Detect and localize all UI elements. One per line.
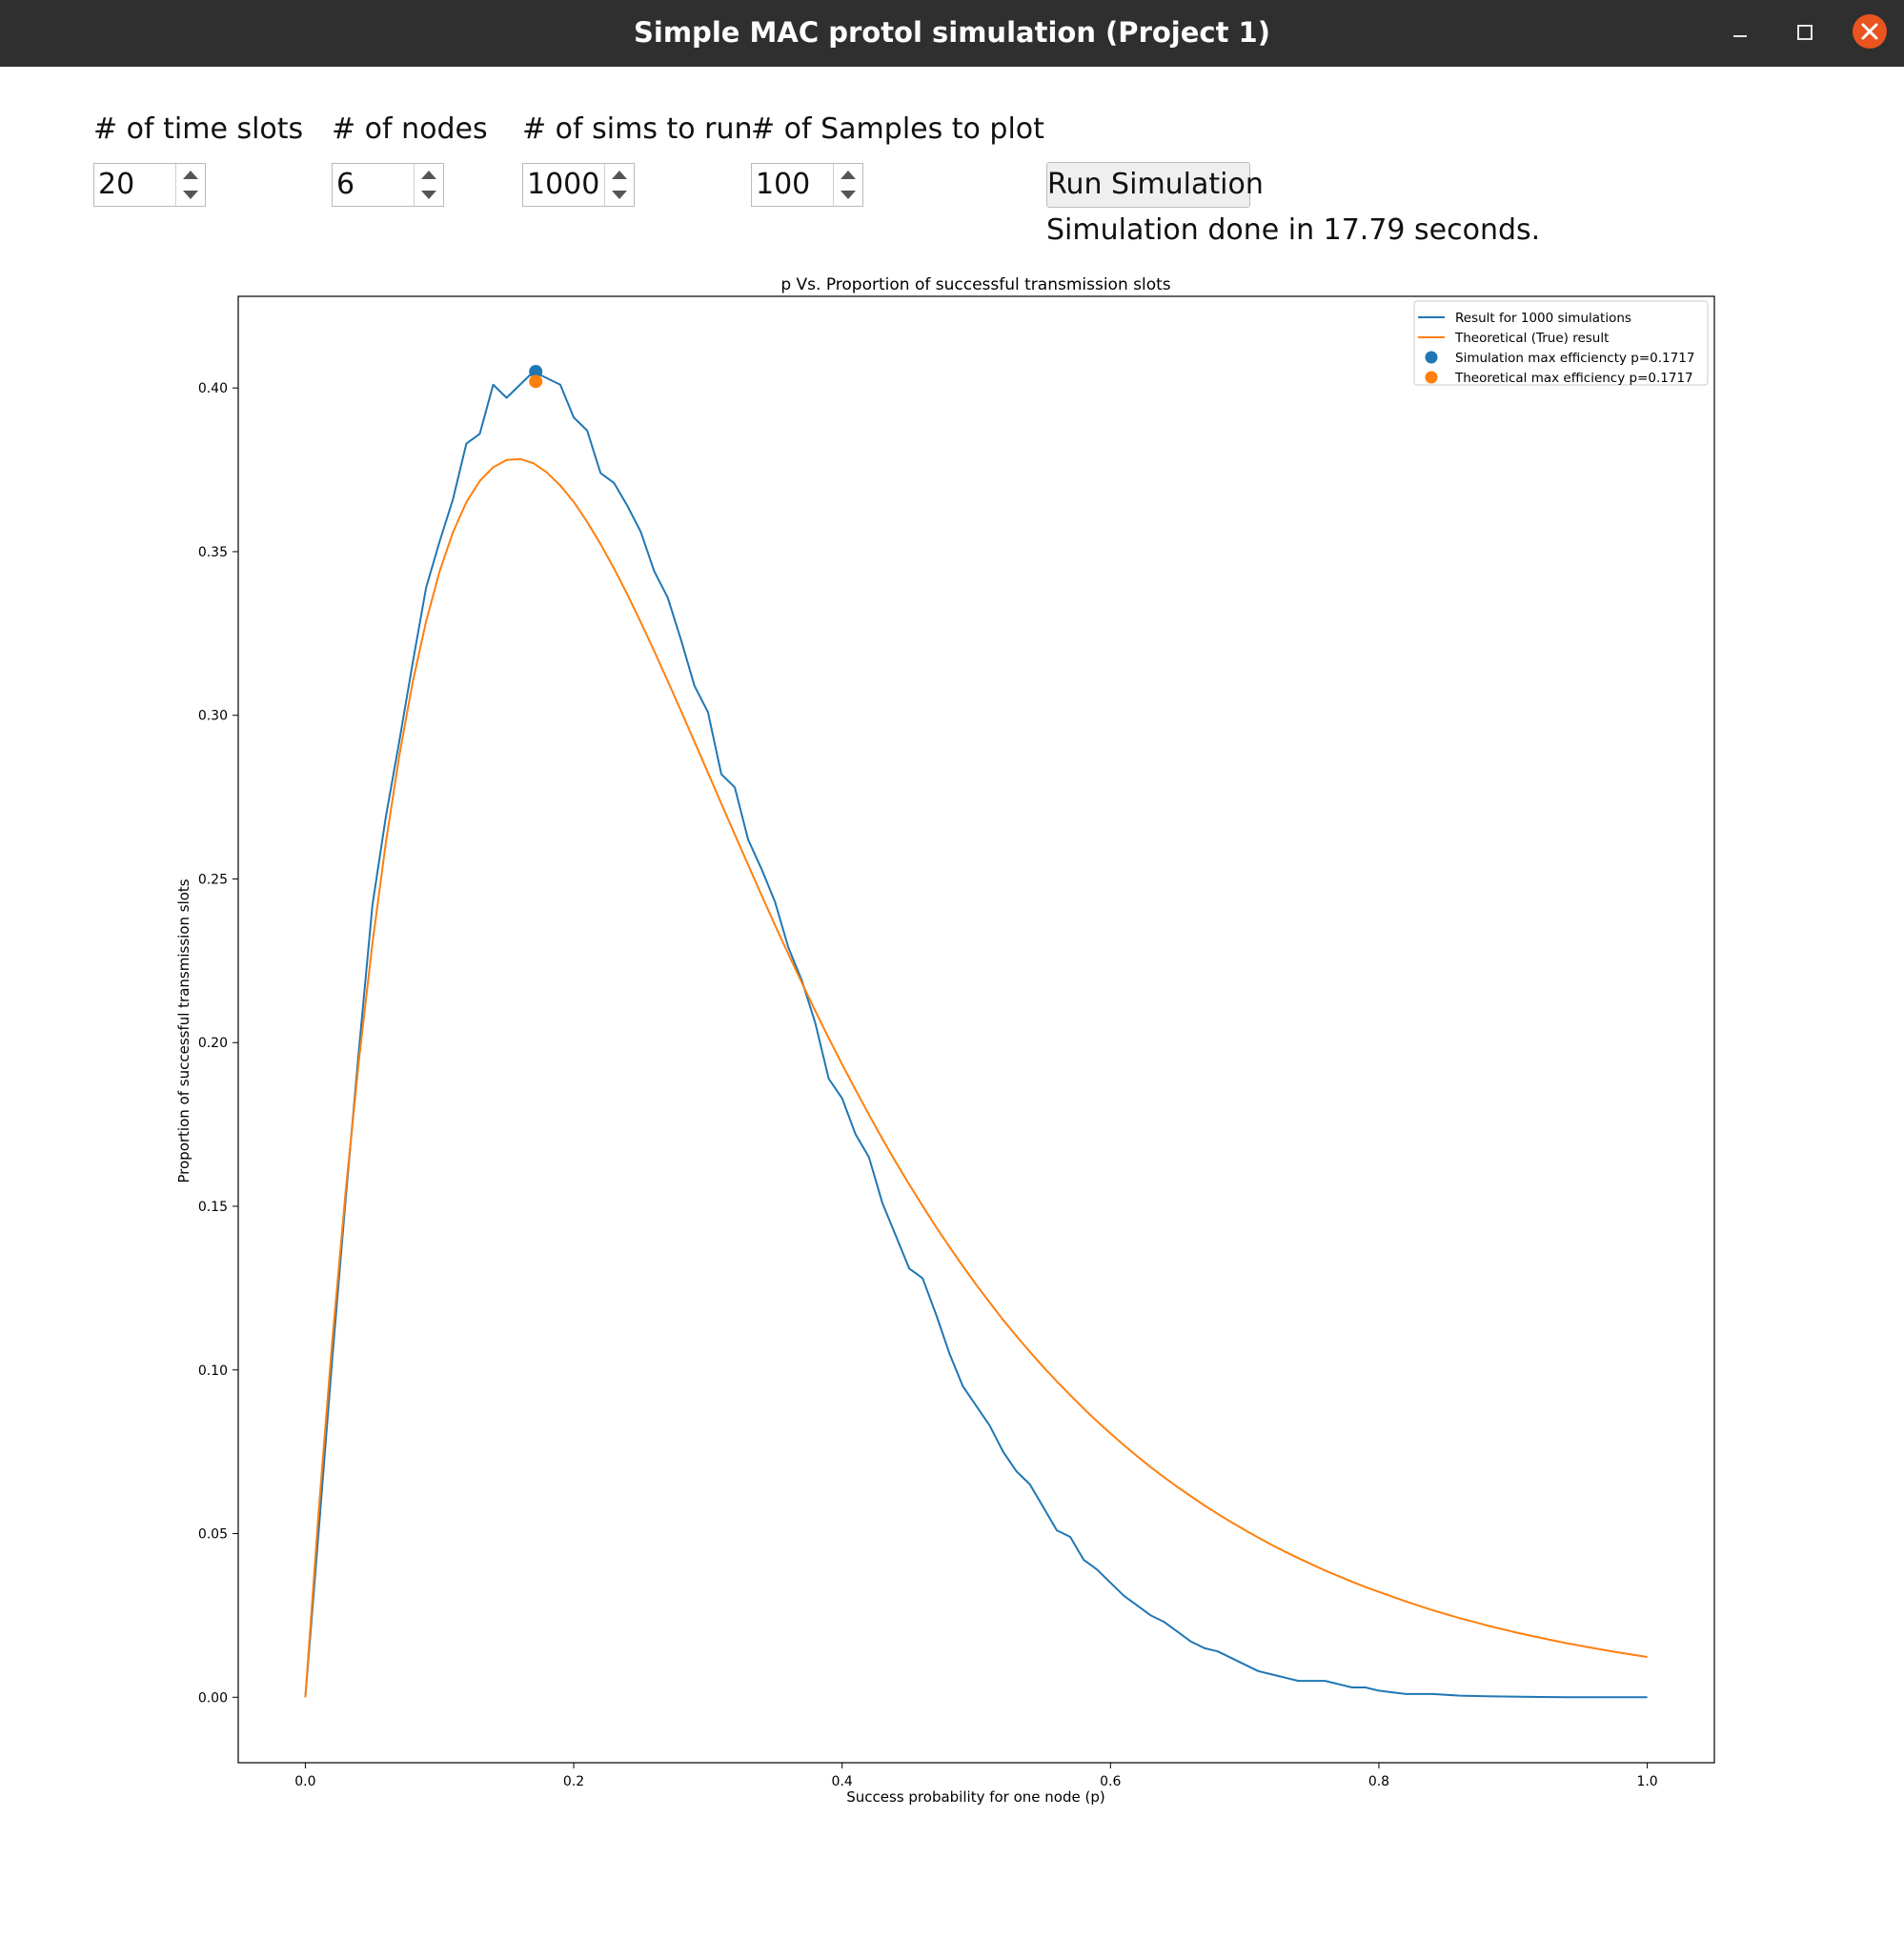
y-tick-label: 0.20 — [198, 1036, 228, 1051]
simulation-series-line — [304, 371, 1648, 1699]
samples-label: # of Samples to plot — [751, 112, 1044, 146]
y-axis-label: Proportion of successful transmission sl… — [175, 879, 192, 1182]
nodes-spinbox[interactable]: 6 — [332, 163, 444, 207]
x-tick-label: 0.8 — [1368, 1774, 1389, 1789]
time-slots-label: # of time slots — [93, 112, 304, 146]
sims-value[interactable]: 1000 — [527, 168, 600, 201]
minimize-icon[interactable] — [1723, 16, 1757, 50]
axis-ticks: 0.0 0.2 0.4 0.6 0.8 1.0 0.00 0.05 0.10 0.15 0.20 0.… — [198, 381, 1658, 1789]
plot-lines — [304, 371, 1648, 1699]
y-tick-label: 0.30 — [198, 709, 228, 724]
time-slots-down-arrow-icon[interactable] — [176, 185, 205, 206]
legend-dot-swatch — [1425, 371, 1438, 384]
legend-box — [1413, 300, 1709, 386]
x-tick-label: 1.0 — [1636, 1774, 1657, 1789]
maximize-icon[interactable] — [1788, 16, 1822, 50]
samples-down-arrow-icon[interactable] — [834, 185, 862, 206]
nodes-down-arrow-icon[interactable] — [415, 185, 443, 206]
sims-arrows — [604, 164, 634, 206]
legend: Result for 1000 simulations Theoretical (… — [1413, 300, 1709, 386]
nodes-up-arrow-icon[interactable] — [415, 164, 443, 185]
time-slots-spinbox[interactable]: 20 — [93, 163, 206, 207]
chart: p Vs. Proportion of successful transmiss… — [175, 275, 1715, 1806]
x-axis-label: Success probability for one node (p) — [846, 1788, 1104, 1806]
time-slots-arrows — [175, 164, 205, 206]
y-tick-label: 0.25 — [198, 872, 228, 887]
samples-value[interactable]: 100 — [756, 168, 811, 201]
time-slots-value[interactable]: 20 — [98, 168, 135, 201]
legend-label: Result for 1000 simulations — [1455, 311, 1631, 326]
legend-label: Simulation max efficiencty p=0.1717 — [1455, 351, 1694, 366]
theoretical-series-line — [304, 457, 1648, 1698]
nodes-arrows — [414, 164, 443, 206]
y-tick-label: 0.05 — [198, 1527, 228, 1543]
legend-label: Theoretical max efficiency p=0.1717 — [1454, 371, 1693, 386]
sims-up-arrow-icon[interactable] — [605, 164, 634, 185]
title-bar: Simple MAC protol simulation (Project 1) — [0, 0, 1904, 67]
chart-title: p Vs. Proportion of successful transmiss… — [780, 275, 1170, 294]
sims-down-arrow-icon[interactable] — [605, 185, 634, 206]
plot-markers — [529, 365, 543, 389]
nodes-value[interactable]: 6 — [336, 168, 355, 201]
time-slots-up-arrow-icon[interactable] — [176, 164, 205, 185]
y-tick-label: 0.00 — [198, 1690, 228, 1706]
theoretical-max-point — [529, 374, 543, 389]
close-icon[interactable] — [1853, 14, 1887, 49]
samples-arrows — [833, 164, 862, 206]
y-tick-label: 0.40 — [198, 381, 228, 396]
legend-label: Theoretical (True) result — [1454, 331, 1609, 346]
x-tick-label: 0.0 — [294, 1774, 315, 1789]
plot-frame — [237, 295, 1715, 1764]
window-title: Simple MAC protol simulation (Project 1) — [634, 16, 1270, 49]
samples-up-arrow-icon[interactable] — [834, 164, 862, 185]
y-tick-label: 0.35 — [198, 545, 228, 560]
x-tick-label: 0.4 — [832, 1774, 853, 1789]
y-tick-label: 0.15 — [198, 1200, 228, 1215]
nodes-label: # of nodes — [332, 112, 488, 146]
simulation-max-point — [529, 365, 543, 379]
samples-spinbox[interactable]: 100 — [751, 163, 863, 207]
y-tick-label: 0.10 — [198, 1363, 228, 1379]
x-tick-label: 0.2 — [563, 1774, 584, 1789]
sims-label: # of sims to run — [522, 112, 753, 146]
sims-spinbox[interactable]: 1000 — [522, 163, 635, 207]
status-message: Simulation done in 17.79 seconds. — [1046, 213, 1541, 247]
run-simulation-button[interactable]: Run Simulation — [1046, 162, 1264, 208]
x-tick-label: 0.6 — [1100, 1774, 1121, 1789]
legend-dot-swatch — [1425, 351, 1438, 364]
